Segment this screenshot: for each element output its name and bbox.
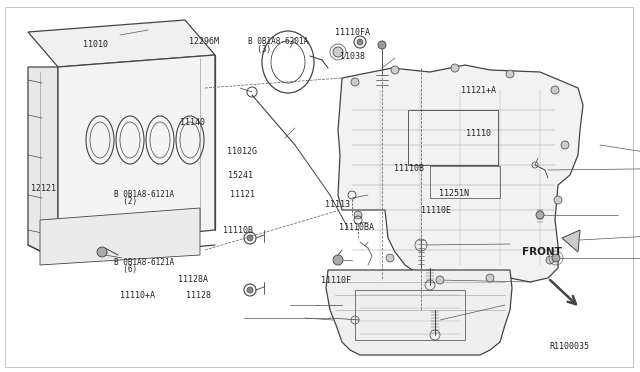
Text: 11110B: 11110B: [394, 164, 424, 173]
Text: 11110BA: 11110BA: [339, 223, 374, 232]
Circle shape: [451, 64, 459, 72]
Circle shape: [486, 274, 494, 282]
Polygon shape: [338, 65, 583, 282]
Text: (2): (2): [114, 197, 137, 206]
Circle shape: [506, 70, 514, 78]
Circle shape: [546, 256, 554, 264]
Text: 11128A: 11128A: [178, 275, 208, 284]
Circle shape: [97, 247, 107, 257]
Polygon shape: [326, 270, 512, 355]
Text: B 0B1A8-6121A: B 0B1A8-6121A: [114, 258, 174, 267]
Circle shape: [436, 276, 444, 284]
Text: 11110B: 11110B: [223, 226, 253, 235]
Circle shape: [391, 66, 399, 74]
Text: FRONT: FRONT: [522, 247, 561, 257]
Circle shape: [247, 235, 253, 241]
Circle shape: [554, 196, 562, 204]
Text: 11140: 11140: [180, 118, 205, 126]
Polygon shape: [58, 55, 215, 245]
Circle shape: [333, 47, 343, 57]
Bar: [408, 110, 498, 165]
Text: 15241: 15241: [228, 171, 253, 180]
Text: (6): (6): [114, 265, 137, 274]
Bar: [430, 166, 500, 198]
Circle shape: [536, 211, 544, 219]
Bar: [355, 290, 465, 340]
Text: 11251N: 11251N: [439, 189, 469, 198]
Text: 11110E: 11110E: [421, 206, 451, 215]
Circle shape: [357, 39, 363, 45]
Circle shape: [247, 287, 253, 293]
Text: 12296M: 12296M: [189, 37, 219, 46]
Text: B 0B1A8-6121A: B 0B1A8-6121A: [114, 190, 174, 199]
Circle shape: [378, 41, 386, 49]
Text: 11110F: 11110F: [321, 276, 351, 285]
Polygon shape: [40, 208, 200, 265]
Circle shape: [551, 86, 559, 94]
Text: 11110+A: 11110+A: [120, 291, 156, 300]
Text: 11121+A: 11121+A: [461, 86, 496, 94]
Circle shape: [354, 211, 362, 219]
Text: 11128: 11128: [186, 291, 211, 300]
Text: 11038: 11038: [340, 52, 365, 61]
Circle shape: [333, 255, 343, 265]
Polygon shape: [28, 20, 215, 67]
Polygon shape: [562, 230, 580, 252]
Text: R1100035: R1100035: [549, 342, 589, 351]
Text: 11121: 11121: [230, 190, 255, 199]
Circle shape: [561, 141, 569, 149]
Text: (3): (3): [248, 45, 271, 54]
Text: 11110: 11110: [466, 129, 491, 138]
Circle shape: [351, 78, 359, 86]
Polygon shape: [28, 67, 58, 260]
Text: 12121: 12121: [31, 185, 56, 193]
Text: 11010: 11010: [83, 40, 108, 49]
Circle shape: [386, 254, 394, 262]
Text: 11113: 11113: [325, 200, 350, 209]
Text: B 0B1A8-6201A: B 0B1A8-6201A: [248, 37, 308, 46]
Text: 11012G: 11012G: [227, 147, 257, 156]
Circle shape: [552, 254, 560, 262]
Text: 11110FA: 11110FA: [335, 28, 370, 37]
